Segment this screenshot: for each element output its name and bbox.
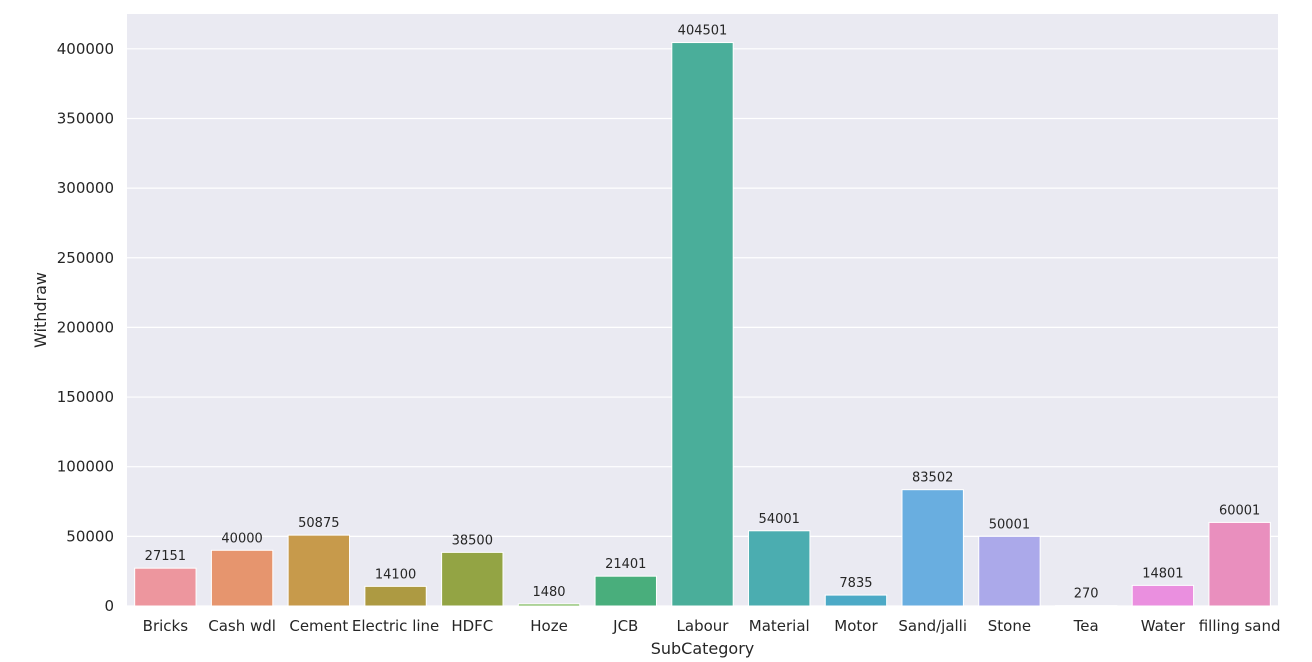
bar-hoze	[517, 603, 581, 607]
data-labels-group: 27151 40000 50875 14100 38500 1480 21401 404501…	[145, 24, 1261, 602]
y-tick-label: 250000	[57, 249, 114, 267]
bar-motor	[824, 594, 888, 607]
bar-value-label: 50001	[989, 517, 1030, 532]
y-axis-title: Withdraw	[31, 272, 50, 348]
x-tick-label: HDFC	[451, 617, 493, 635]
bar-value-label: 21401	[605, 557, 646, 572]
bar-value-label: 404501	[678, 24, 728, 39]
bar-filling-sand	[1208, 521, 1271, 607]
bar-value-label: 50875	[298, 516, 339, 531]
bar-value-label: 83502	[912, 471, 953, 486]
bar-water	[1131, 584, 1195, 607]
bar-value-label: 270	[1074, 587, 1099, 602]
x-axis-title: SubCategory	[651, 639, 755, 658]
x-tick-label: Cement	[289, 617, 348, 635]
x-tick-label: filling sand	[1199, 617, 1281, 635]
bar-electric-line	[364, 585, 427, 607]
y-tick-label: 150000	[57, 388, 114, 406]
bar-labour	[671, 42, 734, 607]
bars-group	[134, 42, 1271, 607]
bar-bricks	[134, 567, 197, 607]
x-tick-label: Motor	[834, 617, 878, 635]
bar-sand-jalli	[901, 489, 964, 607]
x-axis-ticks: Bricks Cash wdl Cement Electric line HDFC Hoz…	[143, 617, 1281, 635]
y-tick-label: 350000	[57, 109, 114, 127]
bar-value-label: 38500	[452, 533, 493, 548]
y-tick-label: 200000	[57, 318, 114, 336]
y-axis-ticks: 0 50000 100000 150000 200000 250000 300000 3500…	[57, 40, 114, 615]
bar-value-label: 7835	[839, 576, 872, 591]
x-tick-label: Cash wdl	[208, 617, 276, 635]
x-tick-label: Material	[749, 617, 810, 635]
x-tick-label: Labour	[677, 617, 730, 635]
x-tick-label: Tea	[1073, 617, 1099, 635]
y-tick-label: 0	[104, 597, 114, 615]
bar-cement	[287, 534, 351, 607]
bar-value-label: 14100	[375, 567, 416, 582]
x-tick-label: JCB	[612, 617, 638, 635]
bar-value-label: 40000	[221, 531, 262, 546]
bar-material	[748, 530, 811, 607]
bar-value-label: 1480	[532, 585, 565, 600]
bar-cash-wdl	[210, 549, 274, 607]
y-tick-label: 50000	[66, 527, 114, 545]
bar-value-label: 14801	[1142, 566, 1183, 581]
bar-value-label: 27151	[145, 549, 186, 564]
x-tick-label: Hoze	[530, 617, 568, 635]
x-tick-label: Bricks	[143, 617, 189, 635]
x-tick-label: Electric line	[352, 617, 439, 635]
y-tick-label: 400000	[57, 40, 114, 58]
x-tick-label: Stone	[988, 617, 1031, 635]
bar-hdfc	[441, 551, 504, 607]
bar-value-label: 60001	[1219, 503, 1260, 518]
y-tick-label: 300000	[57, 179, 114, 197]
y-tick-label: 100000	[57, 458, 114, 476]
bar-jcb	[594, 575, 657, 607]
x-tick-label: Sand/jalli	[898, 617, 967, 635]
bar-value-label: 54001	[759, 512, 800, 527]
x-tick-label: Water	[1141, 617, 1186, 635]
bar-stone	[978, 535, 1041, 607]
